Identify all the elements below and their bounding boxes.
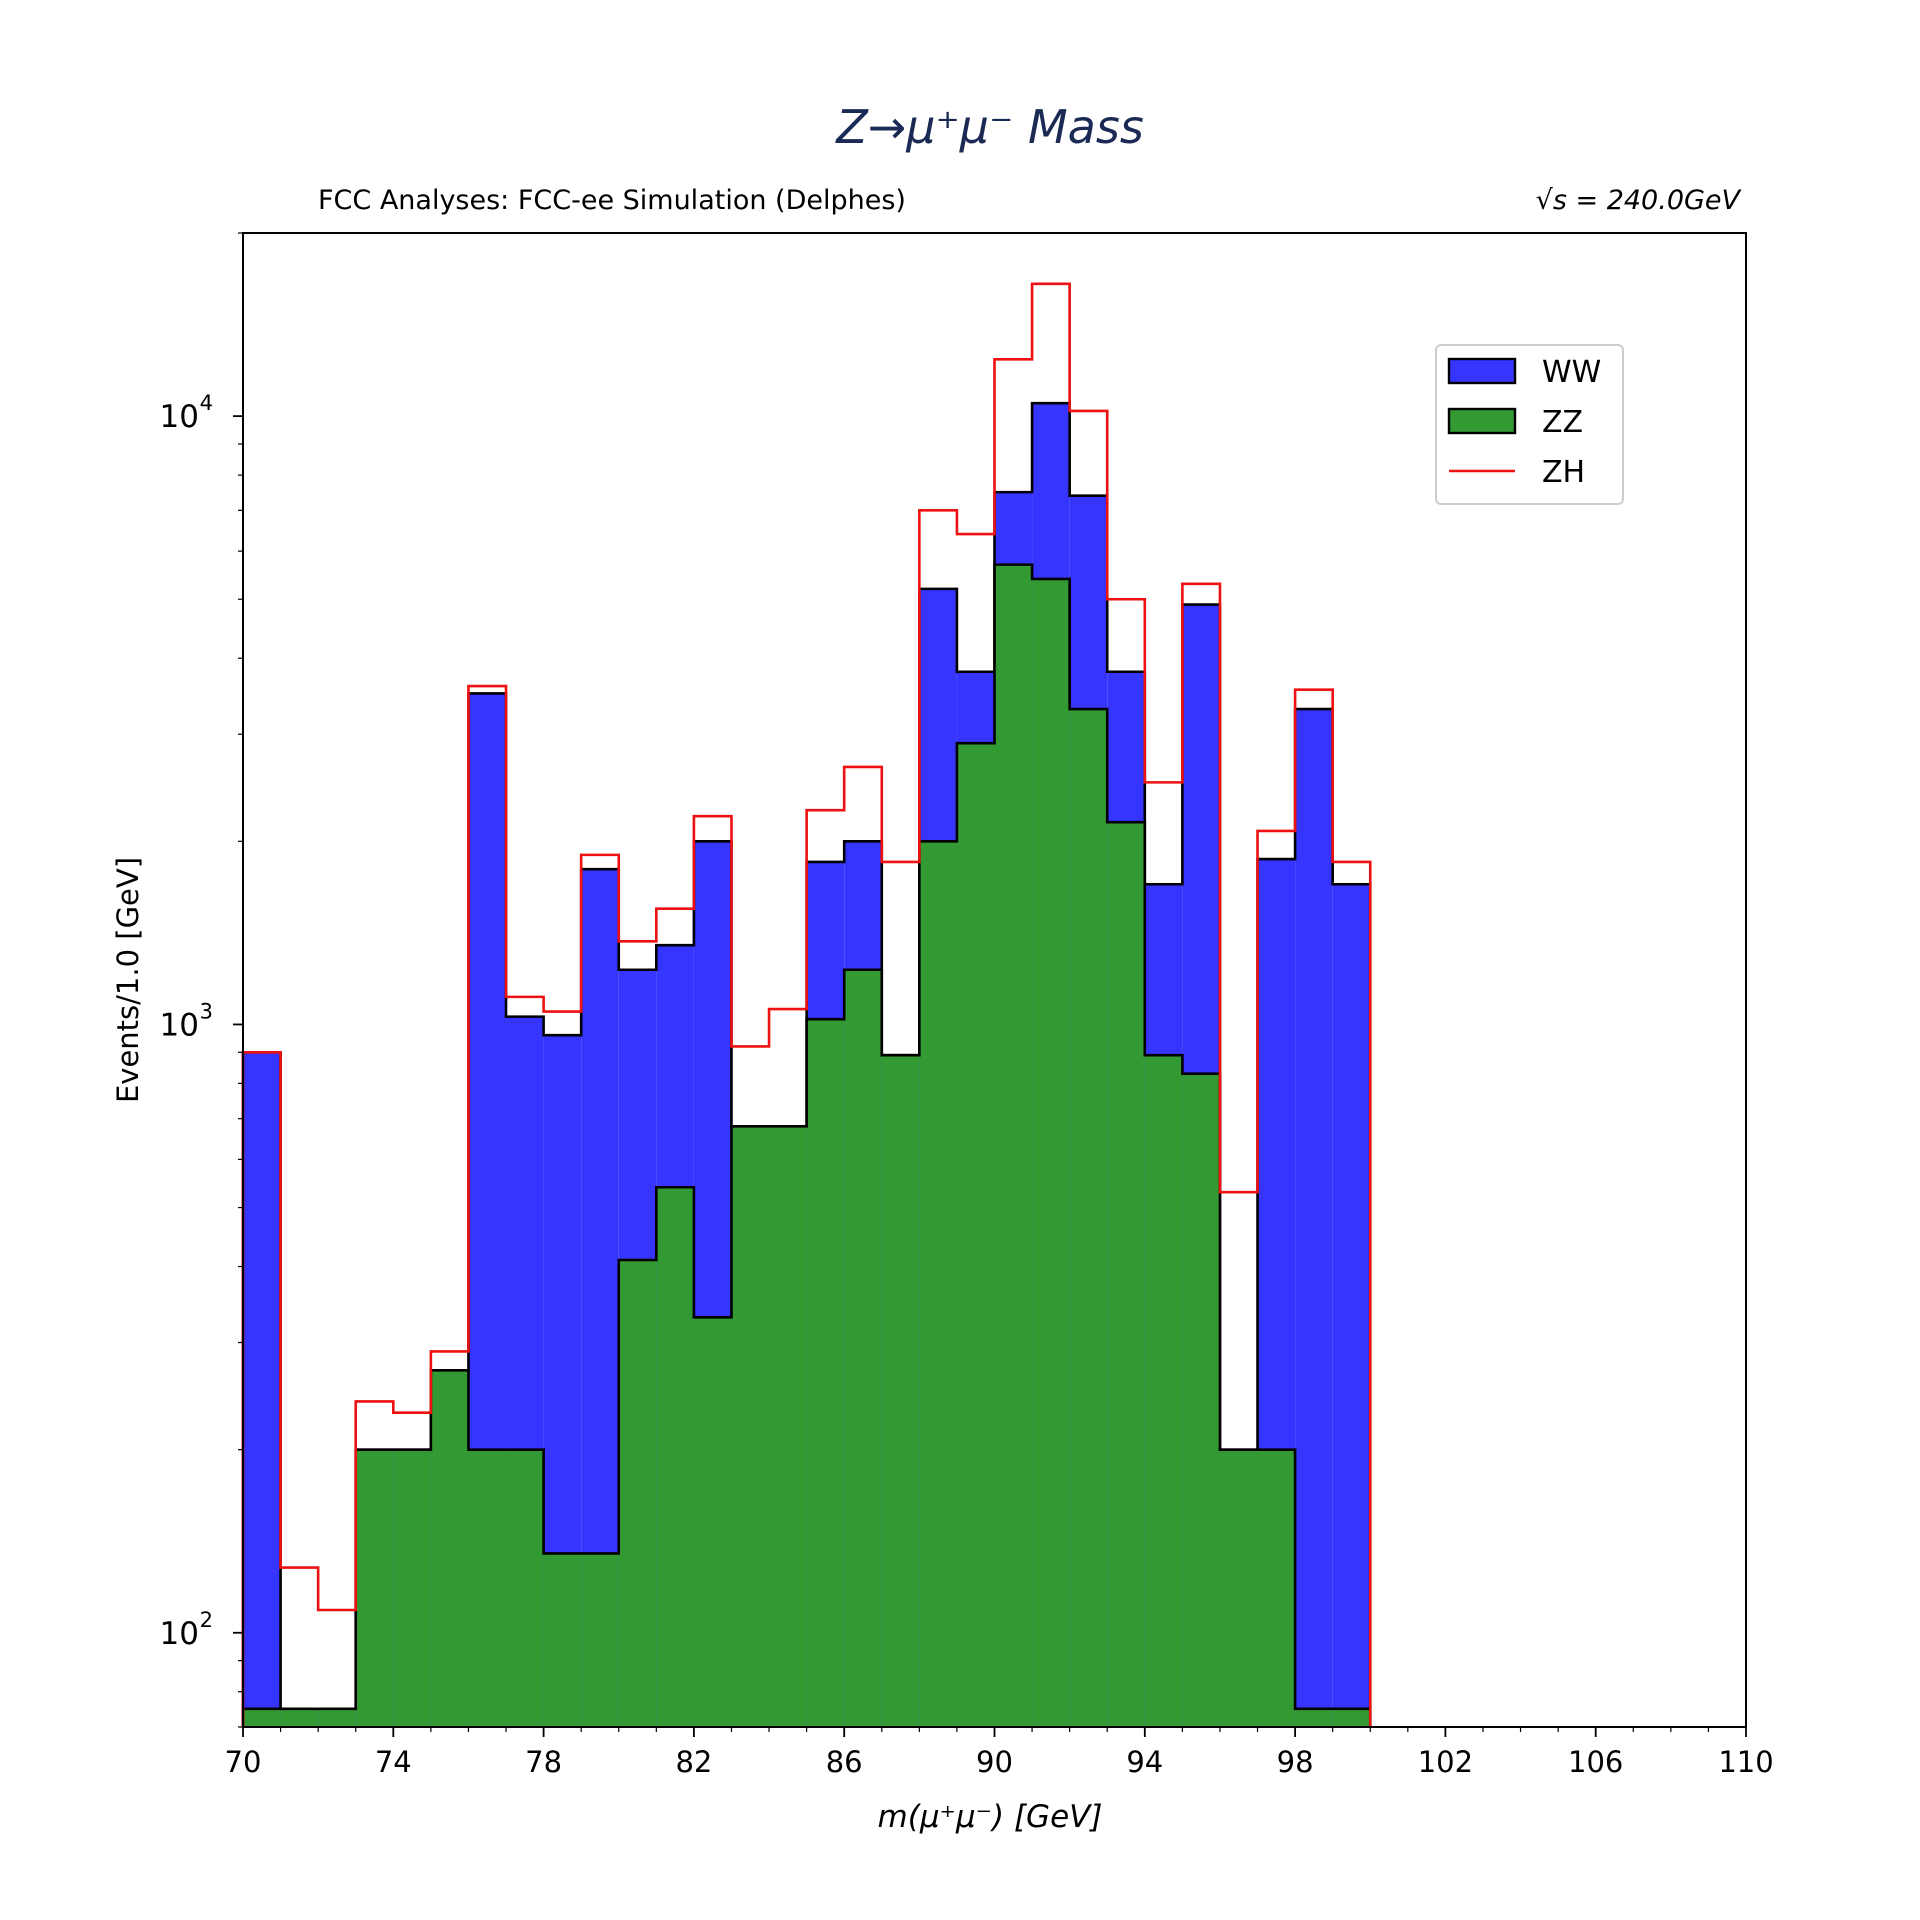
bar-zz-73: [355, 1449, 394, 1727]
x-tick-label: 78: [525, 1745, 562, 1779]
legend-label-zz: ZZ: [1542, 405, 1583, 440]
bar-zz-94: [1144, 1055, 1183, 1727]
bar-zz-90: [994, 564, 1033, 1728]
x-tick-label: 70: [225, 1745, 262, 1779]
x-tick-label: 94: [1126, 1745, 1163, 1779]
bar-ww-99: [1332, 884, 1371, 1727]
bar-zz-76: [468, 1449, 507, 1727]
bar-zz-85: [806, 1019, 845, 1727]
chart-subtitle-right: √s = 240.0GeV: [1536, 185, 1743, 216]
bar-zz-87: [881, 1055, 920, 1727]
chart-subtitle-left: FCC Analyses: FCC-ee Simulation (Delphes…: [318, 185, 906, 216]
bar-zz-88: [919, 841, 957, 1727]
bar-zz-99: [1332, 1708, 1371, 1727]
bar-zz-75: [430, 1370, 469, 1727]
bar-zz-79: [581, 1553, 619, 1727]
y-tick-label: 10: [160, 1616, 199, 1652]
bar-zz-96: [1219, 1449, 1258, 1727]
y-tick-label: 10: [160, 1007, 199, 1043]
legend-swatch-zz: [1447, 407, 1517, 435]
x-tick-label: 74: [375, 1745, 412, 1779]
chart-title: Z→μ⁺μ⁻ Mass: [834, 100, 1144, 154]
bar-zz-71: [280, 1708, 319, 1727]
bar-zz-93: [1107, 822, 1145, 1727]
step-line-zh: [241, 282, 1372, 1727]
x-tick-label: 102: [1418, 1745, 1473, 1779]
outline-zz: [241, 563, 1372, 1727]
legend-box: [1435, 344, 1624, 505]
bar-zz-80: [618, 1259, 657, 1727]
bar-zz-77: [506, 1449, 544, 1727]
bar-zz-83: [731, 1126, 770, 1727]
bar-zz-84: [769, 1126, 807, 1727]
legend: WW ZZ ZH: [1435, 344, 1624, 505]
y-tick-exponent: 3: [200, 999, 213, 1023]
y-tick-exponent: 4: [200, 391, 213, 415]
bar-zz-98: [1295, 1708, 1333, 1727]
legend-swatch-ww: [1447, 357, 1517, 385]
bar-zz-86: [844, 969, 882, 1727]
x-tick-label: 98: [1277, 1745, 1314, 1779]
y-tick-exponent: 2: [200, 1608, 213, 1632]
bar-zz-91: [1032, 578, 1070, 1727]
bar-zz-72: [318, 1708, 356, 1727]
bar-zz-82: [693, 1317, 732, 1727]
bar-zz-89: [956, 743, 995, 1727]
legend-label-zh: ZH: [1542, 455, 1585, 490]
bar-ww-70: [243, 1052, 281, 1727]
x-tick-label: 82: [675, 1745, 712, 1779]
bar-zz-97: [1257, 1449, 1296, 1727]
x-axis-label: m(μ⁺μ⁻) [GeV]: [878, 1799, 1103, 1835]
x-tick-label: 90: [976, 1745, 1013, 1779]
x-tick-label: 110: [1718, 1745, 1773, 1779]
x-tick-label: 86: [826, 1745, 863, 1779]
bar-zz-78: [543, 1553, 582, 1727]
x-tick-label: 106: [1568, 1745, 1623, 1779]
bar-zz-70: [243, 1708, 281, 1727]
y-axis-label: Events/1.0 [GeV]: [111, 857, 145, 1103]
bar-zz-74: [393, 1449, 431, 1727]
bar-ww-98: [1295, 709, 1333, 1727]
y-tick-label: 10: [160, 399, 199, 435]
bar-zz-81: [656, 1187, 694, 1727]
bar-zz-95: [1182, 1073, 1220, 1727]
bar-zz-92: [1069, 709, 1108, 1727]
legend-label-ww: WW: [1542, 355, 1601, 390]
